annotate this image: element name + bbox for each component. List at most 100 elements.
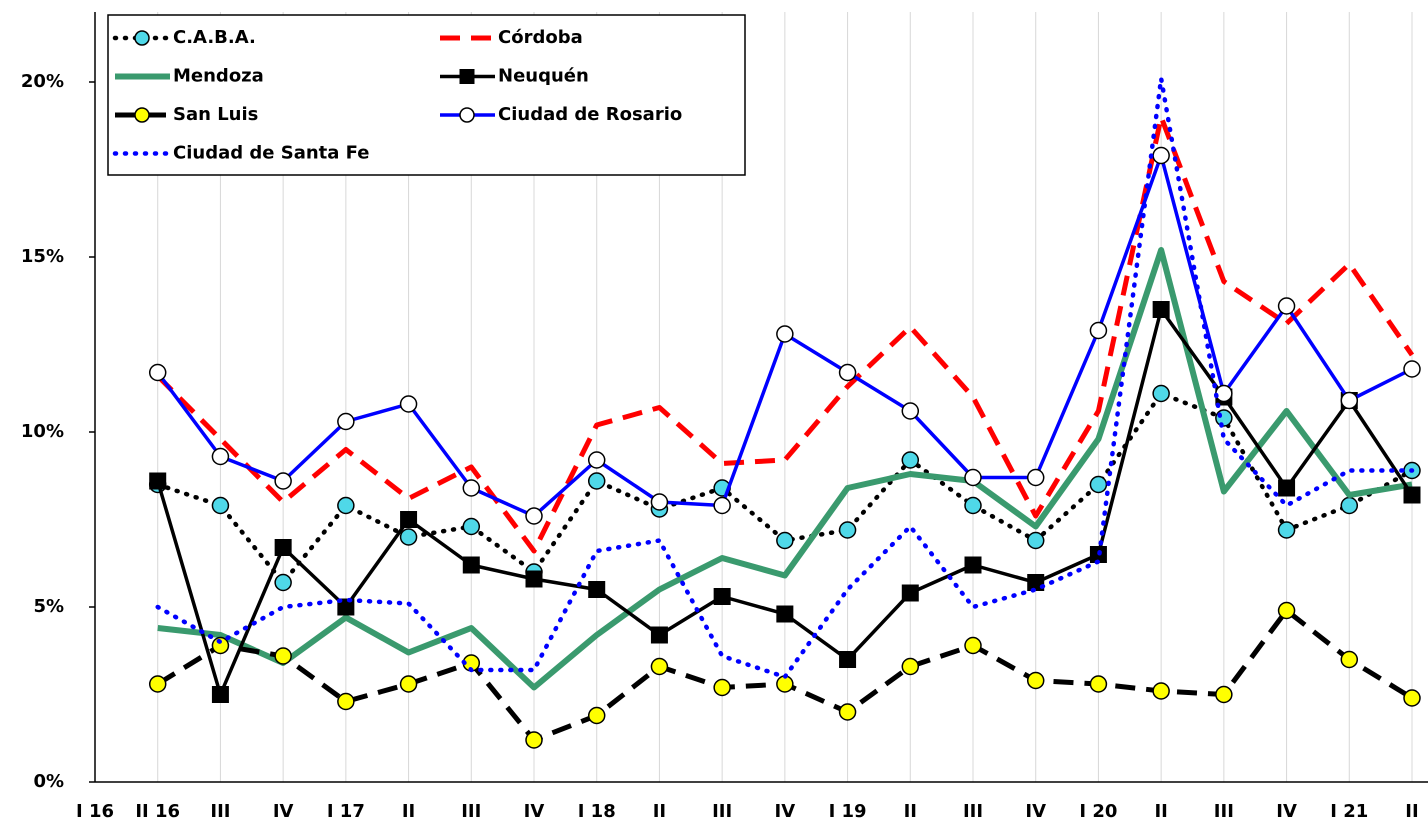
marker: [587, 451, 606, 469]
legend-item: Neuquén: [440, 66, 589, 87]
x-tick-label: I 16: [76, 801, 114, 822]
marker: [901, 584, 919, 602]
x-tick-label: III: [963, 801, 983, 822]
x-tick-label: II: [402, 801, 415, 822]
marker: [211, 686, 229, 703]
legend-label: Neuquén: [498, 66, 589, 87]
x-tick-label: I 18: [578, 801, 616, 822]
marker: [1340, 391, 1359, 410]
x-tick-label: I 19: [829, 801, 867, 822]
marker: [399, 395, 418, 413]
marker: [459, 69, 475, 84]
marker: [148, 675, 167, 693]
marker: [211, 447, 230, 466]
marker: [337, 496, 355, 515]
x-tick-label: I 21: [1330, 801, 1368, 822]
x-tick-label: III: [712, 801, 732, 822]
marker: [713, 588, 731, 605]
marker: [901, 402, 920, 420]
marker: [776, 531, 794, 550]
marker: [1152, 384, 1170, 403]
series-line: [155, 76, 1415, 680]
marker: [1340, 496, 1359, 515]
marker: [525, 731, 543, 749]
marker: [776, 325, 794, 343]
legend-box: [107, 14, 746, 176]
x-tick-label: IV: [1025, 801, 1046, 822]
x-tick-label: IV: [273, 801, 294, 822]
marker: [1152, 146, 1170, 165]
marker: [1026, 531, 1045, 550]
legend-item: C.A.B.A.: [112, 27, 256, 48]
marker: [901, 657, 920, 676]
marker: [587, 472, 606, 490]
x-tick-label: I 20: [1079, 801, 1117, 822]
marker: [1403, 486, 1421, 504]
marker: [148, 363, 167, 382]
marker: [713, 496, 731, 515]
legend-label: Ciudad de Santa Fe: [173, 143, 369, 164]
marker: [459, 107, 475, 123]
marker: [400, 511, 418, 528]
x-tick-label: III: [210, 801, 230, 822]
marker: [588, 581, 606, 598]
x-tick-label: II: [653, 801, 666, 822]
marker: [1277, 521, 1296, 539]
marker: [1277, 601, 1296, 620]
marker: [838, 363, 857, 382]
marker: [462, 517, 481, 536]
y-tick-label: 20%: [21, 71, 64, 92]
marker: [1215, 384, 1233, 403]
marker: [134, 107, 150, 123]
y-tick-label: 15%: [21, 246, 64, 267]
marker: [1089, 321, 1108, 340]
marker: [1403, 689, 1421, 707]
marker: [1152, 301, 1170, 318]
marker: [1340, 650, 1359, 669]
marker: [525, 507, 543, 525]
x-tick-label: II: [1405, 801, 1418, 822]
legend-label: C.A.B.A.: [173, 27, 256, 48]
legend-item: Ciudad de Santa Fe: [112, 143, 369, 164]
marker: [964, 636, 982, 655]
marker: [587, 706, 606, 725]
marker: [964, 496, 982, 515]
marker: [776, 605, 794, 623]
legend-label: San Luis: [173, 104, 258, 125]
x-tick-label: III: [461, 801, 481, 822]
marker: [1026, 468, 1045, 487]
marker: [1403, 360, 1421, 378]
marker: [134, 30, 150, 46]
marker: [149, 472, 167, 490]
marker: [337, 692, 355, 711]
x-tick-label: I 17: [327, 801, 365, 822]
marker: [1277, 297, 1296, 315]
marker: [650, 626, 668, 644]
x-tick-label: IV: [1276, 801, 1297, 822]
marker: [1026, 671, 1045, 690]
y-tick-label: 0%: [33, 771, 64, 792]
x-tick-label: II: [904, 801, 917, 822]
legend-item: Mendoza: [115, 66, 264, 87]
legend-label: Mendoza: [173, 66, 264, 87]
marker: [838, 521, 857, 539]
legend: C.A.B.A. Córdoba Mendoza Neuquén San Luis Ciu…: [107, 14, 746, 176]
legend-item: San Luis: [115, 104, 258, 125]
marker: [462, 556, 480, 574]
marker: [1089, 675, 1108, 693]
marker: [274, 573, 292, 592]
marker: [274, 647, 292, 665]
x-tick-label: II 16: [135, 801, 180, 822]
marker: [399, 528, 418, 546]
marker: [525, 570, 543, 588]
x-tick-label: IV: [775, 801, 796, 822]
x-tick-label: IV: [524, 801, 545, 822]
marker: [399, 675, 418, 693]
legend-label: Ciudad de Rosario: [498, 104, 682, 125]
marker: [964, 468, 982, 487]
marker: [964, 556, 982, 574]
y-tick-label: 5%: [33, 596, 64, 617]
series-line: [155, 114, 1415, 554]
marker: [1089, 475, 1108, 494]
